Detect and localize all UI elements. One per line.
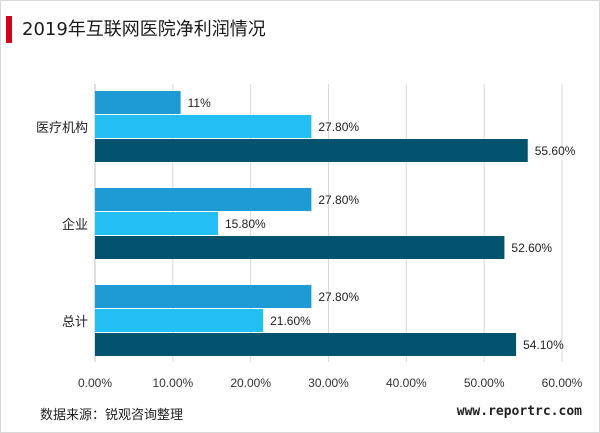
data-label: 21.60%	[270, 314, 311, 328]
data-label: 54.10%	[523, 338, 564, 352]
bar	[95, 212, 218, 235]
chart-title: 2019年互联网医院净利润情况	[22, 19, 266, 40]
bar	[95, 115, 312, 138]
bar	[95, 285, 312, 308]
data-label: 52.60%	[511, 241, 552, 255]
x-tick-label: 0.00%	[78, 376, 112, 390]
bar	[95, 236, 505, 259]
bar	[95, 188, 312, 211]
x-tick-label: 30.00%	[308, 376, 349, 390]
title-accent-bar	[6, 16, 12, 43]
x-tick-label: 60.00%	[542, 376, 583, 390]
x-tick-label: 50.00%	[464, 376, 505, 390]
category-label: 医疗机构	[36, 120, 88, 135]
bar	[95, 309, 264, 332]
data-label: 11%	[188, 96, 211, 110]
x-tick-label: 40.00%	[386, 376, 427, 390]
category-label: 企业	[62, 217, 88, 232]
data-label: 27.80%	[318, 290, 359, 304]
data-label: 27.80%	[318, 120, 359, 134]
source-note: 数据来源：锐观咨询整理	[40, 408, 184, 423]
x-tick-labels: 0.00% 10.00% 20.00% 30.00% 40.00% 50.00% 60.00…	[78, 376, 583, 390]
data-label: 27.80%	[318, 193, 359, 207]
category-label: 总计	[62, 314, 88, 329]
bar	[95, 333, 517, 356]
x-tick-label: 10.00%	[152, 376, 193, 390]
data-label: 15.80%	[225, 217, 266, 231]
bar	[95, 91, 181, 114]
x-tick-label: 20.00%	[230, 376, 271, 390]
website-label: www.reportrc.com	[456, 404, 582, 419]
bars	[95, 91, 528, 356]
data-label: 55.60%	[535, 144, 576, 158]
bar	[95, 139, 528, 162]
data-labels: 11% 27.80% 55.60% 27.80% 15.80% 52.60% 27.80% 2…	[188, 96, 576, 352]
